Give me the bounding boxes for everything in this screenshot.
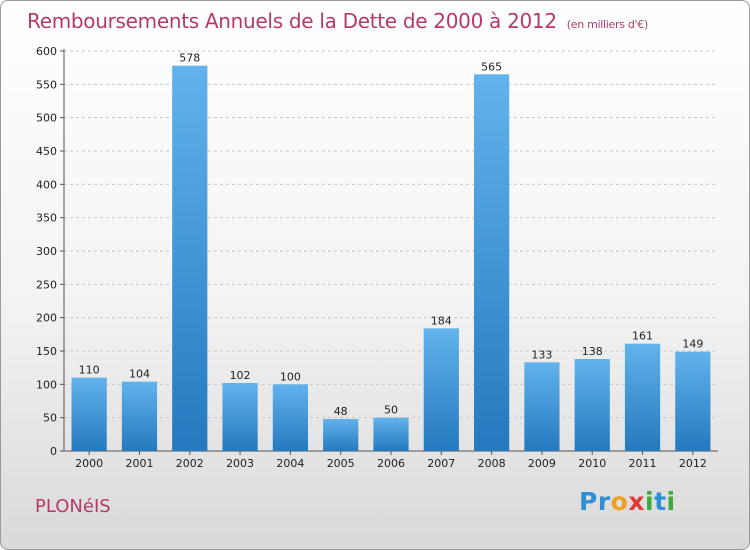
y-tick-label: 400 [36, 178, 57, 191]
chart-title: Remboursements Annuels de la Dette de 20… [27, 9, 648, 33]
data-label-2006: 50 [384, 404, 398, 417]
y-tick-label: 150 [36, 345, 57, 358]
data-label-2007: 184 [431, 314, 452, 327]
data-label-2000: 110 [79, 364, 100, 377]
logo-letter: t [654, 487, 667, 516]
data-label-2011: 161 [632, 330, 653, 343]
x-tick-label-2008: 2008 [478, 457, 506, 470]
logo-letter: P [579, 487, 598, 516]
x-tick-label-2000: 2000 [75, 457, 103, 470]
x-tick-label-2004: 2004 [276, 457, 304, 470]
data-label-2010: 138 [582, 345, 603, 358]
bar-2011 [624, 343, 661, 451]
x-tick-label-2011: 2011 [629, 457, 657, 470]
chart-unit: (en milliers d'€) [566, 18, 648, 31]
chart-title-text: Remboursements Annuels de la Dette de 20… [27, 9, 557, 33]
bar-2009 [524, 362, 560, 451]
bar-2010 [574, 359, 610, 451]
y-tick-label: 200 [36, 312, 57, 325]
x-tick-label-2012: 2012 [679, 457, 707, 470]
x-tick-label-2001: 2001 [125, 457, 153, 470]
data-label-2001: 104 [129, 368, 150, 381]
proxiti-logo: Proxiti [579, 487, 676, 516]
x-tick-label-2002: 2002 [176, 457, 204, 470]
bar-2007 [423, 328, 459, 451]
data-label-2012: 149 [682, 338, 703, 351]
logo-letter: r [597, 487, 611, 516]
data-label-2004: 100 [280, 370, 301, 383]
y-tick-label: 50 [43, 412, 57, 425]
x-tick-label-2005: 2005 [327, 457, 355, 470]
y-tick-label: 350 [36, 212, 57, 225]
y-tick-label: 600 [36, 45, 57, 58]
y-tick-label: 250 [36, 278, 57, 291]
bar-2002 [172, 65, 208, 452]
y-tick-label: 300 [36, 245, 57, 258]
x-tick-label-2003: 2003 [226, 457, 254, 470]
bar-2012 [675, 351, 711, 451]
x-tick-label-2006: 2006 [377, 457, 405, 470]
x-tick-label-2007: 2007 [427, 457, 455, 470]
bar-2004 [272, 384, 308, 451]
logo-letter: i [645, 487, 655, 516]
bar-2000 [71, 377, 107, 451]
data-label-2003: 102 [230, 369, 251, 382]
bar-2003 [222, 383, 258, 451]
bar-2006 [373, 417, 409, 451]
bar-2001 [121, 381, 158, 451]
bar-2005 [323, 419, 359, 451]
y-tick-label: 450 [36, 145, 57, 158]
x-tick-label-2010: 2010 [578, 457, 606, 470]
y-tick-label: 100 [36, 378, 57, 391]
data-label-2005: 48 [334, 405, 348, 418]
logo-letter: x [628, 487, 645, 516]
x-tick-label-2009: 2009 [528, 457, 556, 470]
commune-name: PLONéIS [35, 496, 111, 517]
y-tick-label: 0 [50, 445, 57, 458]
y-tick-label: 550 [36, 78, 57, 91]
y-tick-label: 500 [36, 112, 57, 125]
data-label-2008: 565 [481, 60, 502, 73]
logo-letter: i [666, 487, 676, 516]
logo-letter: o [610, 487, 629, 516]
bar-2008 [474, 74, 510, 451]
data-label-2002: 578 [179, 52, 200, 65]
data-label-2009: 133 [531, 348, 552, 361]
